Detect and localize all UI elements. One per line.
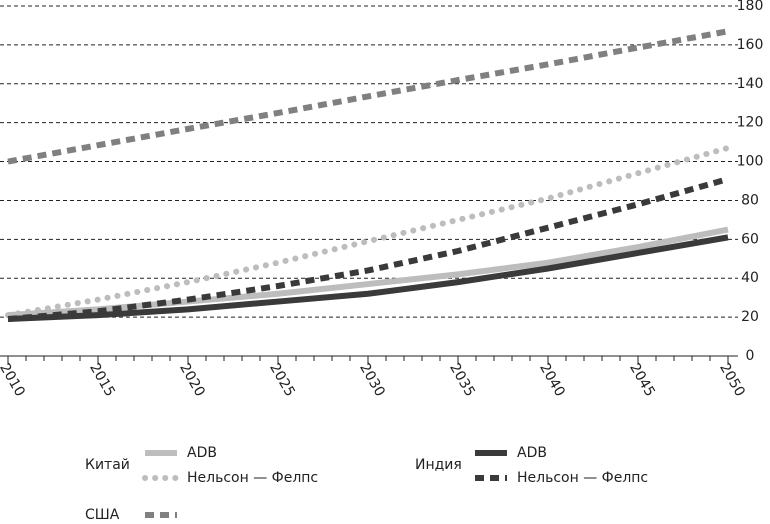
legend-group-label: Индия: [415, 457, 462, 473]
y-tick-label: 100: [737, 154, 764, 170]
y-tick-label: 120: [737, 115, 764, 131]
legend-label: Нельсон — Фелпс: [187, 470, 318, 486]
series-line: [7, 176, 729, 323]
y-tick-label: 60: [741, 231, 759, 247]
series-line: [7, 234, 729, 323]
y-tick-label: 40: [741, 270, 759, 286]
legend-label: ADB: [517, 445, 547, 461]
x-tick-label: 2045: [626, 361, 658, 400]
y-tick-label: 180: [737, 0, 764, 14]
y-tick-label: 20: [741, 309, 759, 325]
legend-label: ADB: [187, 445, 217, 461]
x-tick-label: 2035: [446, 361, 478, 400]
x-tick-label: 2015: [86, 361, 118, 400]
x-tick-label: 2010: [0, 361, 28, 400]
x-tick-label: 2030: [356, 361, 388, 400]
y-tick-label: 80: [741, 192, 759, 208]
y-tick-label: 140: [737, 76, 764, 92]
y-tick-label: 0: [746, 348, 755, 364]
series-line: [7, 28, 729, 165]
series-line: [5, 144, 731, 319]
x-tick-label: 2040: [536, 361, 568, 400]
legend-group-label: США: [85, 507, 120, 523]
x-tick-label: 2020: [176, 361, 208, 400]
legend-label: Нельсон — Фелпс: [517, 470, 648, 486]
x-tick-label: 2025: [266, 361, 298, 400]
y-tick-label: 160: [737, 37, 764, 53]
x-tick-label: 2050: [716, 361, 748, 400]
legend-group-label: Китай: [85, 457, 130, 473]
